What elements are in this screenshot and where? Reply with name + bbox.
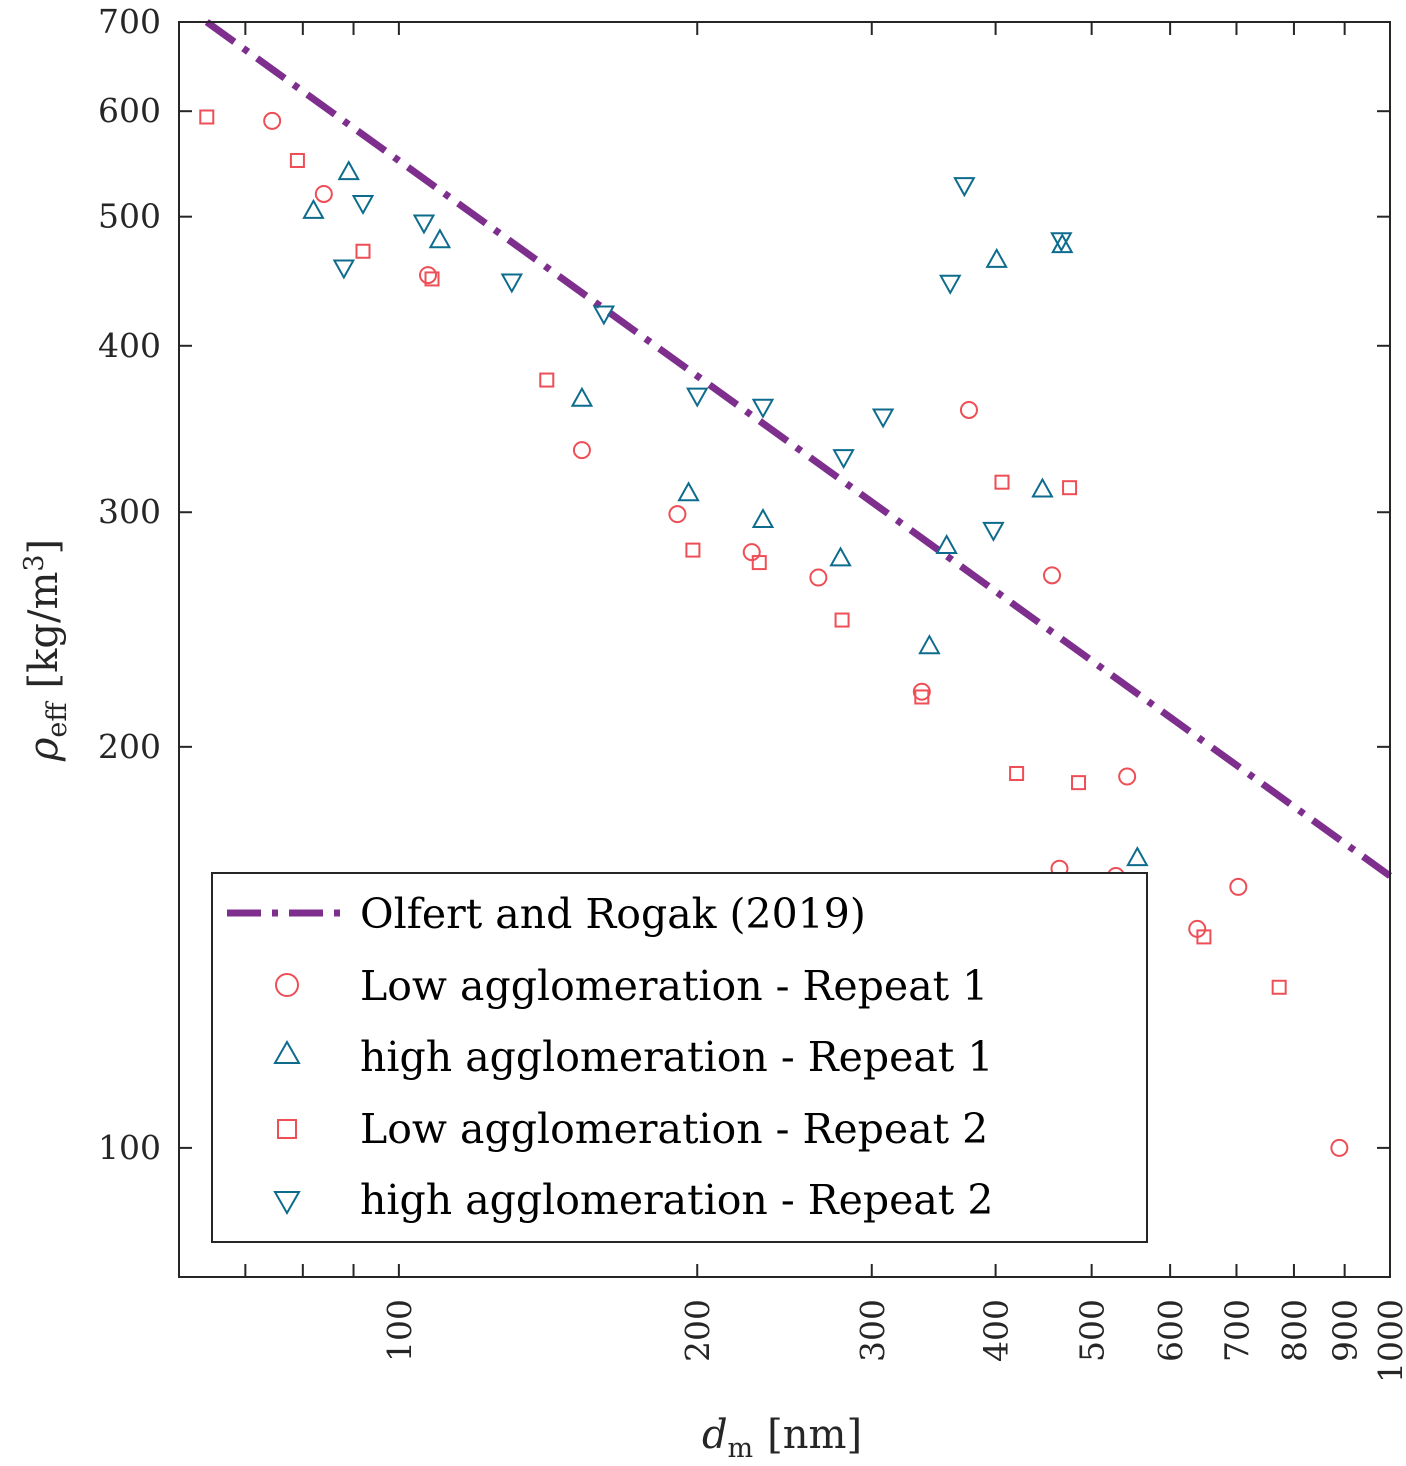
data-point-series-2 [570,386,594,407]
y-tick-label: 500 [98,197,161,236]
data-point-series-3 [539,372,555,388]
data-point-series-3 [1271,979,1287,995]
y-tick-label: 400 [98,326,161,365]
data-point-series-3 [199,109,215,125]
y-tick-labels: 100 200 300 400 500 600 700 [98,2,161,1167]
x-tick-label: 500 [1073,1299,1112,1362]
data-point-series-4 [871,408,895,429]
data-point-series-2 [1126,846,1149,867]
data-point-series-3 [685,542,701,558]
olfert-rogak-fit-line [204,19,1393,879]
data-point-series-4 [332,259,356,280]
data-point-series-1 [809,568,828,587]
x-tick-label: 400 [977,1299,1016,1362]
data-point-series-4 [500,273,524,294]
data-point-series-2 [428,228,452,249]
legend-label-3: Low agglomeration - Repeat 2 [360,1105,988,1153]
data-point-series-2 [337,160,360,181]
data-point-series-3 [751,555,767,571]
data-point-series-2 [935,533,958,554]
legend: Olfert and Rogak (2019) Low agglomeratio… [211,872,1148,1243]
x-tick-label: 900 [1326,1299,1365,1362]
data-point-series-3 [994,474,1010,490]
plot-series [199,19,1393,1157]
data-point-series-4 [1050,232,1073,253]
data-point-series-1 [668,505,687,524]
data-point-series-2 [918,634,941,655]
y-tick-label: 300 [98,492,161,531]
data-point-series-4 [832,449,855,470]
data-point-series-3 [834,612,850,628]
data-point-series-3 [1009,765,1025,781]
data-point-series-4 [939,274,962,295]
legend-label-2: high agglomeration - Repeat 1 [360,1033,993,1081]
data-point-series-4 [592,305,616,326]
data-point-series-1 [1118,767,1137,786]
data-point-series-4 [982,521,1005,542]
data-point-series-1 [1330,1138,1349,1157]
data-point-series-2 [751,507,775,529]
legend-label-0: Olfert and Rogak (2019) [360,890,866,938]
y-tick-label: 700 [98,2,161,41]
x-tick-label: 700 [1217,1299,1256,1362]
data-point-series-1 [1042,566,1061,585]
x-tick-label: 100 [380,1299,419,1362]
legend-swatch-circle [275,973,299,997]
x-tick-label: 600 [1151,1299,1190,1362]
data-point-series-1 [1229,877,1248,896]
data-point-series-2 [985,247,1008,268]
legend-box [211,872,1148,1243]
data-point-series-4 [686,387,709,408]
data-point-series-1 [314,184,333,203]
x-tick-label: 200 [678,1299,717,1362]
data-point-series-1 [263,111,282,130]
data-point-series-4 [751,398,775,419]
x-tick-labels: 100 200 300 400 500 600 700 800 900 1000 [380,1299,1406,1383]
data-point-series-3 [914,689,930,705]
data-point-series-4 [953,177,976,198]
legend-swatch-triangle-up [273,1039,301,1064]
data-point-series-3 [355,243,371,259]
plot-area-frame [178,21,1391,1278]
data-point-series-2 [302,198,325,219]
data-point-series-1 [912,682,931,701]
x-tick-label: 300 [853,1299,892,1362]
y-axis-title: ρeff[kg/m3] [19,539,73,762]
y-tick-label: 200 [98,727,161,766]
x-axis-title: dm [nm] [702,1412,862,1464]
y-tick-label: 100 [98,1128,161,1167]
data-point-series-3 [1196,929,1212,945]
data-point-series-2 [1031,477,1054,498]
x-tick-label: 1000 [1371,1299,1406,1383]
y-tick-label: 600 [98,91,161,130]
data-point-series-3 [1071,775,1087,791]
legend-label-1: Low agglomeration - Repeat 1 [360,962,988,1010]
data-point-series-1 [959,400,978,419]
data-point-series-4 [351,194,375,216]
legend-label-4: high agglomeration - Repeat 2 [360,1176,993,1224]
data-point-series-1 [419,266,438,285]
x-tick-label: 800 [1275,1299,1314,1362]
data-point-series-2 [829,546,852,567]
data-point-series-2 [677,481,700,502]
data-point-series-4 [412,214,436,235]
data-point-series-1 [742,543,761,562]
data-point-series-3 [289,152,305,168]
legend-swatch-triangle-down [273,1191,301,1216]
legend-swatch-square [277,1119,297,1139]
data-point-series-1 [572,441,591,460]
data-point-series-3 [424,271,440,287]
data-point-series-3 [1062,480,1078,496]
